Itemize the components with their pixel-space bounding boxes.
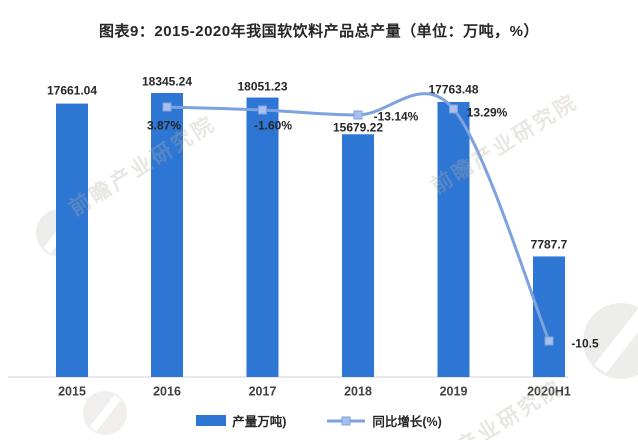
bar-2016 (151, 92, 183, 377)
x-tick-label-2019: 2019 (440, 385, 468, 399)
bar-value-label-2016: 18345.24 (142, 75, 192, 89)
line-marker-2020H1 (544, 336, 554, 346)
line-marker-2018 (353, 110, 363, 120)
legend-item-growth: 同比增长(%) (326, 411, 442, 430)
growth-label-2017: -1.60% (254, 119, 292, 133)
growth-label-2016: 3.87% (147, 119, 181, 133)
legend-bar-swatch (196, 415, 227, 426)
bar-value-label-2015: 17661.04 (47, 84, 97, 98)
growth-label-2020H1: -10.5 (571, 337, 599, 351)
chart-legend: 产量万吨) 同比增长(%) (0, 411, 638, 430)
x-tick-label-2015: 2015 (58, 385, 86, 399)
growth-label-2019: 13.29% (467, 106, 508, 120)
line-marker-2019 (449, 104, 458, 114)
x-tick-label-2016: 2016 (153, 385, 181, 399)
bar-value-label-2020H1: 7787.7 (531, 238, 568, 252)
bar-2020H1 (533, 256, 565, 377)
line-marker-2016 (162, 102, 172, 112)
legend-line-swatch (327, 416, 366, 425)
x-tick-label-2018: 2018 (344, 385, 372, 399)
bar-value-label-2017: 18051.23 (237, 80, 287, 94)
line-marker-2017 (258, 105, 267, 115)
legend-item-production: 产量万吨) (196, 411, 286, 430)
bar-2017 (246, 97, 279, 377)
growth-label-2018: -13.14% (374, 110, 419, 124)
legend-label-production: 产量万吨) (232, 415, 287, 429)
x-tick-label-2017: 2017 (249, 385, 277, 399)
bar-2019 (437, 102, 470, 377)
bar-2018 (342, 134, 374, 377)
legend-label-growth: 同比增长(%) (372, 415, 442, 429)
x-tick-label-2020H1: 2020H1 (527, 385, 571, 399)
bar-value-label-2019: 17763.48 (428, 83, 478, 97)
bar-value-label-2018: 15679.22 (333, 121, 383, 135)
bar-2015 (56, 103, 88, 377)
chart-title: 图表9：2015-2020年我国软饮料产品总产量（单位：万吨，%） (99, 23, 539, 40)
growth-line (165, 92, 551, 343)
